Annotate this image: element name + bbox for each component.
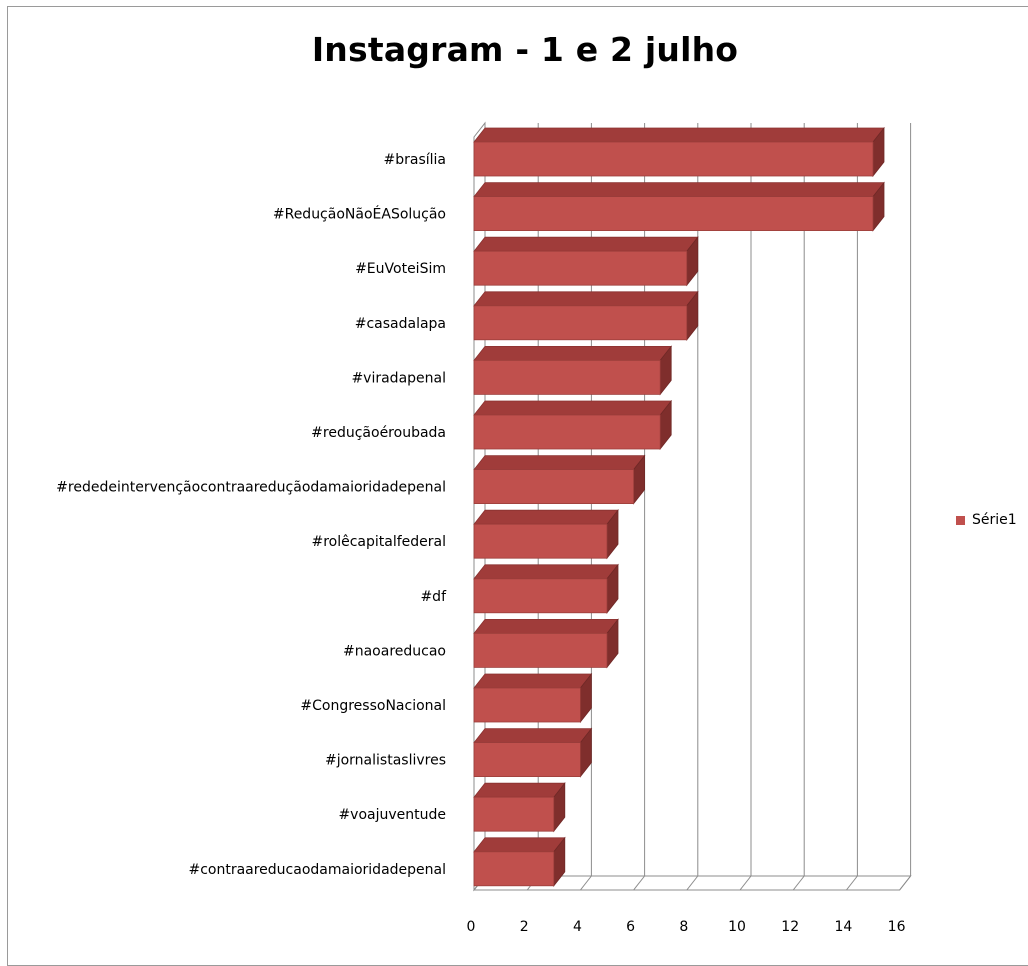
category-label: #brasília [384,152,447,168]
bar [473,742,581,777]
category-label: #voajuventude [338,807,446,823]
category-label: #casadalapa [355,316,446,332]
bar [473,796,555,832]
category-labels: #brasília #ReduçãoNãoÉASolução #EuVoteiSim… [56,152,447,878]
chart-title: Instagram - 1 e 2 julho [311,30,739,69]
category-label: #rededeintervençãocontraareduçãodamaiori… [56,480,446,496]
bar [473,578,608,614]
bar-top [473,291,699,307]
bar [473,633,608,668]
category-label: #df [420,589,447,605]
x-tick-label: 16 [888,919,906,935]
floor-tick [899,875,911,891]
bar-top [473,728,593,743]
category-label: #naoareducao [343,643,446,659]
bar-top [473,182,885,198]
bar [473,687,581,723]
x-tick-label: 14 [834,919,852,935]
bar-top [473,236,699,252]
category-label: #rolêcapitalfederal [311,534,446,550]
x-tick-label: 10 [728,919,746,935]
bar-top [473,400,673,416]
legend: Série1 [956,512,1017,528]
category-label: #viradapenal [351,370,446,386]
legend-swatch [956,515,965,525]
bar-top [473,837,566,853]
bar [473,523,608,559]
bar-top [473,345,673,361]
x-tick-label: 2 [520,919,529,935]
floor-tick [792,875,805,891]
category-label: #ReduçãoNãoÉASolução [273,206,446,223]
bar-top [473,127,885,143]
bars [473,126,885,887]
legend-label: Série1 [972,512,1017,528]
category-label: #EuVoteiSim [355,261,446,277]
bar [473,141,874,177]
floor-tick [580,875,592,891]
bar-top [473,564,619,580]
bar-top [473,782,566,798]
bar-top [473,455,646,471]
x-tick-label: 4 [573,919,582,935]
bar [473,196,874,232]
bar [473,305,688,341]
category-label: #jornalistaslivres [325,753,446,769]
bar-top [473,509,619,525]
x-tick-label: 8 [679,919,688,935]
x-tick-label: 6 [626,919,635,935]
floor-tick [686,875,699,891]
floor-tick [846,875,858,891]
bar [473,414,661,450]
floor-tick [739,875,752,891]
bar [473,851,555,887]
x-tick-label: 12 [781,919,799,935]
category-label: #reduçãoéroubada [311,425,446,441]
floor-tick [633,875,645,891]
x-tick-label: 0 [467,919,476,935]
bar [473,250,688,286]
bar [473,469,635,505]
bar-top [473,673,593,689]
tick-labels: 0 2 4 6 8 10 12 14 16 [467,919,906,935]
category-label: #CongressoNacional [300,698,446,714]
bar [473,359,661,395]
bar-top [473,619,619,634]
category-label: #contraareducaodamaioridadepenal [188,862,446,878]
